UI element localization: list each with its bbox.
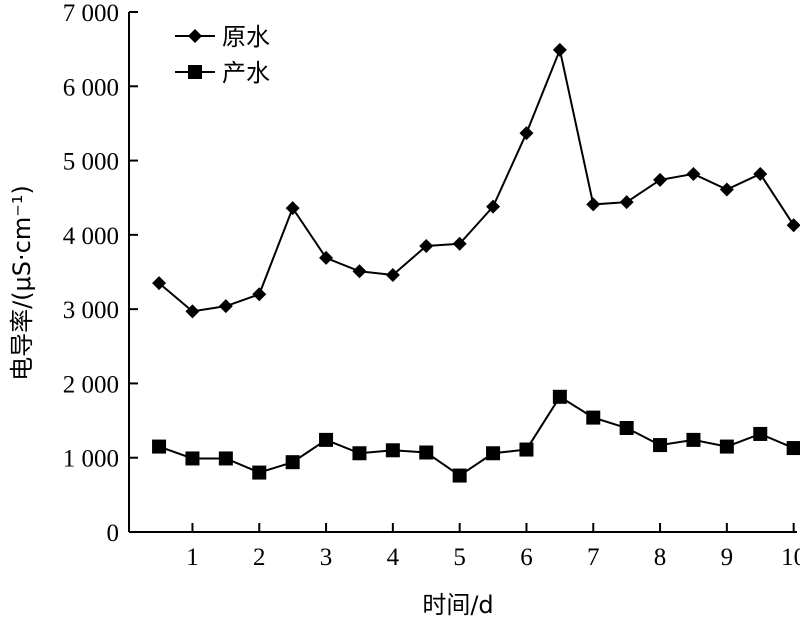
x-tick-label: 3: [320, 544, 333, 571]
data-point-diamond: [218, 299, 233, 314]
series-2: [152, 389, 800, 483]
data-point-square: [753, 426, 768, 441]
y-tick-label: 2 000: [63, 371, 119, 398]
data-point-square: [185, 451, 200, 466]
data-point-square: [586, 410, 601, 425]
y-tick-label: 6 000: [63, 74, 119, 101]
data-point-square: [419, 445, 434, 460]
legend-label: 产水: [222, 59, 270, 87]
data-point-diamond: [552, 42, 567, 57]
x-tick-label: 1: [186, 544, 199, 571]
data-point-square: [719, 439, 734, 454]
data-point-diamond: [419, 239, 434, 253]
data-point-diamond: [619, 195, 634, 210]
data-point-diamond: [519, 126, 534, 141]
data-point-square: [653, 438, 668, 453]
data-point-square: [619, 421, 634, 435]
data-point-diamond: [285, 201, 300, 216]
series-1: [152, 42, 800, 319]
data-point-square: [319, 432, 334, 447]
x-tick-label: 6: [520, 544, 533, 571]
data-point-diamond: [152, 276, 167, 291]
data-point-square: [519, 442, 534, 457]
y-tick-label: 4 000: [63, 223, 119, 250]
data-point-square: [786, 441, 800, 456]
legend-marker: [188, 65, 202, 79]
data-point-diamond: [686, 166, 701, 181]
x-tick-label: 2: [253, 544, 266, 571]
data-point-diamond: [486, 199, 501, 214]
x-tick-label: 8: [654, 544, 667, 571]
data-point-square: [486, 446, 501, 461]
data-point-square: [285, 455, 300, 470]
data-point-diamond: [319, 250, 334, 265]
legend-entry: 原水: [175, 23, 270, 51]
data-point-diamond: [185, 304, 200, 319]
data-point-square: [352, 446, 367, 461]
data-point-square: [152, 439, 167, 454]
y-tick-label: 7 000: [63, 0, 119, 27]
legend-marker: [188, 29, 202, 43]
legend-entry: 产水: [175, 59, 270, 87]
x-axis-title: 时间/d: [422, 591, 493, 619]
data-point-square: [385, 443, 400, 458]
x-tick-label: 9: [721, 544, 734, 571]
y-tick-label: 0: [107, 520, 120, 547]
data-point-diamond: [786, 218, 800, 233]
y-axis-title: 电导率/(μS·cm⁻¹): [8, 185, 36, 381]
x-tick-label: 7: [587, 544, 600, 571]
data-point-diamond: [586, 197, 601, 212]
data-point-square: [252, 465, 267, 480]
x-tick-label: 4: [387, 544, 400, 571]
data-point-square: [218, 451, 233, 466]
x-tick-label: 5: [453, 544, 466, 571]
series-line: [158, 46, 795, 313]
series-layer: [152, 42, 800, 483]
data-point-diamond: [653, 172, 668, 187]
y-tick-label: 3 000: [63, 297, 119, 324]
data-point-square: [686, 432, 701, 447]
data-point-diamond: [753, 166, 768, 181]
y-tick-label: 5 000: [63, 149, 119, 176]
data-point-diamond: [352, 264, 367, 279]
data-point-diamond: [252, 287, 267, 302]
data-point-square: [552, 389, 567, 404]
data-point-diamond: [452, 236, 467, 251]
x-tick-label: 10: [781, 544, 800, 571]
data-point-square: [452, 468, 467, 483]
data-point-diamond: [719, 182, 734, 197]
y-tick-label: 1 000: [63, 446, 119, 473]
legend-label: 原水: [222, 23, 270, 51]
axes: 0 1 000 2 000 3 000 4 000 5 000 6 000 7 000 1 2 3 4…: [63, 0, 800, 571]
data-point-diamond: [385, 267, 400, 282]
